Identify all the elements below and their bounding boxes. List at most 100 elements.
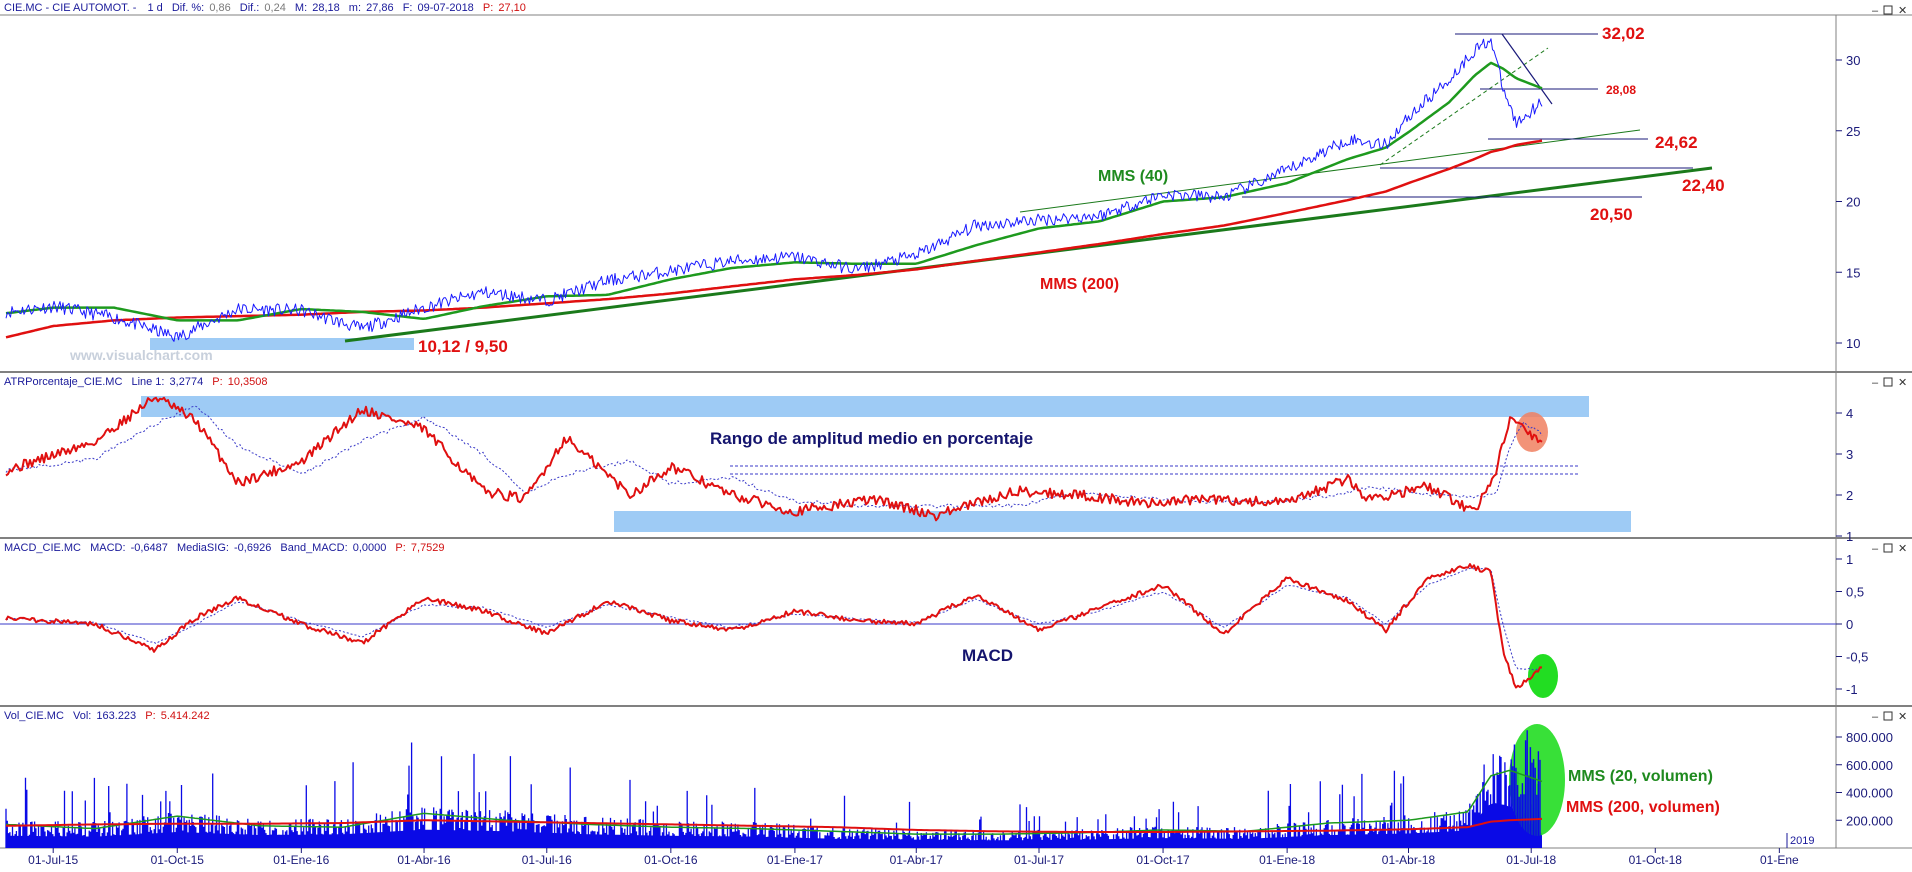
dashed-trendline [1379,47,1549,166]
macd-label: MACD: [90,542,125,554]
macd-tick-label: 0,5 [1846,585,1864,600]
atr-line: 3,2774 [170,376,204,388]
macd-sig-label: MediaSIG: [177,542,229,554]
macd-name: MACD_CIE.MC [4,542,81,554]
macd-value: -0,6487 [131,542,168,554]
volume-base [6,802,1542,848]
x-tick-label: 01-Ene-16 [273,853,329,867]
x-tick-label: 01-Jul-17 [1014,853,1064,867]
price-tick-label: 30 [1846,53,1860,68]
atr-line [5,396,1543,522]
macd-band: 0,0000 [353,542,387,554]
x-tick-label: 01-Oct-15 [151,853,205,867]
macd-tick-label: -1 [1846,682,1858,697]
price-period: 1 d [147,2,162,14]
vol-p-label: P: [145,710,155,722]
vol-mms200-label: MMS (200, volumen) [1566,799,1720,816]
price-symbol: CIE.MC - CIE AUTOMOT. - [4,2,137,14]
macd-p: 7,7529 [411,542,445,554]
svg-text:Vol_CIE.MC Vol: 16: Vol_CIE.MC Vol: 163.223 P: 5.414.242 [4,710,210,722]
vol-name: Vol_CIE.MC [4,710,64,722]
price-tick-label: 10 [1846,336,1860,351]
atr-annotation: Rango de amplitud medio en porcentaje [710,429,1033,448]
price-min: 27,86 [366,2,394,14]
price-line [5,38,1543,342]
x-tick-label: 01-Jul-18 [1506,853,1556,867]
price-panel: www.visualchart.com MMS (40) MMS (200) 3… [5,24,1860,363]
close-icon[interactable]: ✕ [1898,5,1907,17]
support-label: 10,12 / 9,50 [418,337,508,356]
price-tick-label: 20 [1846,195,1860,210]
minimize-icon[interactable]: – [1872,377,1879,389]
volume-spike-bars [1507,730,1541,848]
close-icon[interactable]: ✕ [1898,711,1907,723]
vol-tick-label: 200.000 [1846,813,1893,828]
vol-tick-label: 400.000 [1846,786,1893,801]
price-max: 28,18 [312,2,340,14]
price-dif: 0,24 [264,2,285,14]
x-tick-label: 01-Ene-17 [767,853,823,867]
watermark: www.visualchart.com [69,347,213,363]
atr-tick-label: 4 [1846,406,1853,421]
price-max-label: M: [295,2,307,14]
maximize-icon[interactable] [1883,711,1893,721]
vol-tick-label: 600.000 [1846,758,1893,773]
price-tick-label: 15 [1846,265,1860,280]
x-tick-label: 01-Oct-18 [1629,853,1683,867]
atr-p: 10,3508 [228,376,268,388]
mms200-label: MMS (200) [1040,276,1119,293]
level-2240-label: 22,40 [1682,176,1725,195]
macd-tick-label: -0,5 [1846,650,1868,665]
macd-line [5,563,1543,689]
price-dif-label: Dif.: [240,2,260,14]
macd-highlight-circle [1528,654,1558,698]
price-date: 09-07-2018 [418,2,474,14]
vol-tick-label: 800.000 [1846,730,1893,745]
x-tick-label: 01-Ene [1760,853,1799,867]
close-icon[interactable]: ✕ [1898,377,1907,389]
atr-p-label: P: [212,376,222,388]
vol-value: 163.223 [96,710,136,722]
x-tick-label: 01-Jul-16 [522,853,572,867]
macd-tick-label: 0 [1846,617,1853,632]
atr-tick-label: 3 [1846,447,1853,462]
svg-text:CIE.MC - CIE AUTOMOT. -: CIE.MC - CIE AUTOMOT. - 1 d Dif. %: 0,86… [4,2,526,14]
vol-p: 5.414.242 [161,710,210,722]
macd-annotation: MACD [962,646,1013,665]
vol-mms20-label: MMS (20, volumen) [1568,768,1713,785]
minimize-icon[interactable]: – [1872,711,1879,723]
minimize-icon[interactable]: – [1872,5,1879,17]
atr-low-band [614,511,1631,532]
macd-sig: -0,6926 [234,542,271,554]
maximize-icon[interactable] [1883,377,1893,387]
atr-highlight-circle [1516,412,1548,452]
close-icon[interactable]: ✕ [1898,543,1907,555]
x-tick-label: 01-Oct-17 [1136,853,1190,867]
atr-line-label: Line 1: [131,376,164,388]
minimize-icon[interactable]: – [1872,543,1879,555]
volume-panel: Vol_CIE.MC Vol: 163.223 P: 5.414.242 MMS… [4,710,1893,848]
x-tick-label: 01-Jul-15 [28,853,78,867]
down-trendline [1501,33,1553,105]
atr-tick-label: 1 [1846,529,1853,544]
year-label: 2019 [1790,835,1814,847]
vol-label: Vol: [73,710,91,722]
price-tick-label: 25 [1846,124,1860,139]
level-2050-label: 20,50 [1590,205,1633,224]
x-tick-label: 01-Oct-16 [644,853,698,867]
svg-text:MACD_CIE.MC MACD:: MACD_CIE.MC MACD: -0,6487 MediaSIG: -0,6… [4,542,445,554]
maximize-icon[interactable] [1883,5,1893,15]
price-p: 27,10 [498,2,526,14]
atr-signal-line [5,405,1543,509]
price-p-label: P: [483,2,493,14]
vol-mms20-line [5,769,1543,835]
price-difpct-label: Dif. %: [172,2,204,14]
x-tick-label: 01-Abr-17 [890,853,944,867]
maximize-icon[interactable] [1883,543,1893,553]
x-tick-label: 01-Ene-18 [1259,853,1315,867]
macd-p-label: P: [395,542,405,554]
mms40-label: MMS (40) [1098,168,1168,185]
price-min-label: m: [349,2,361,14]
mms40-line [5,61,1543,322]
